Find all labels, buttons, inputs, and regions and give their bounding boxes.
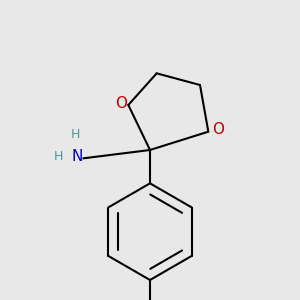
Text: H: H [70, 128, 80, 142]
Text: H: H [54, 150, 63, 163]
Text: N: N [72, 149, 83, 164]
Text: O: O [115, 96, 127, 111]
Text: O: O [212, 122, 224, 137]
